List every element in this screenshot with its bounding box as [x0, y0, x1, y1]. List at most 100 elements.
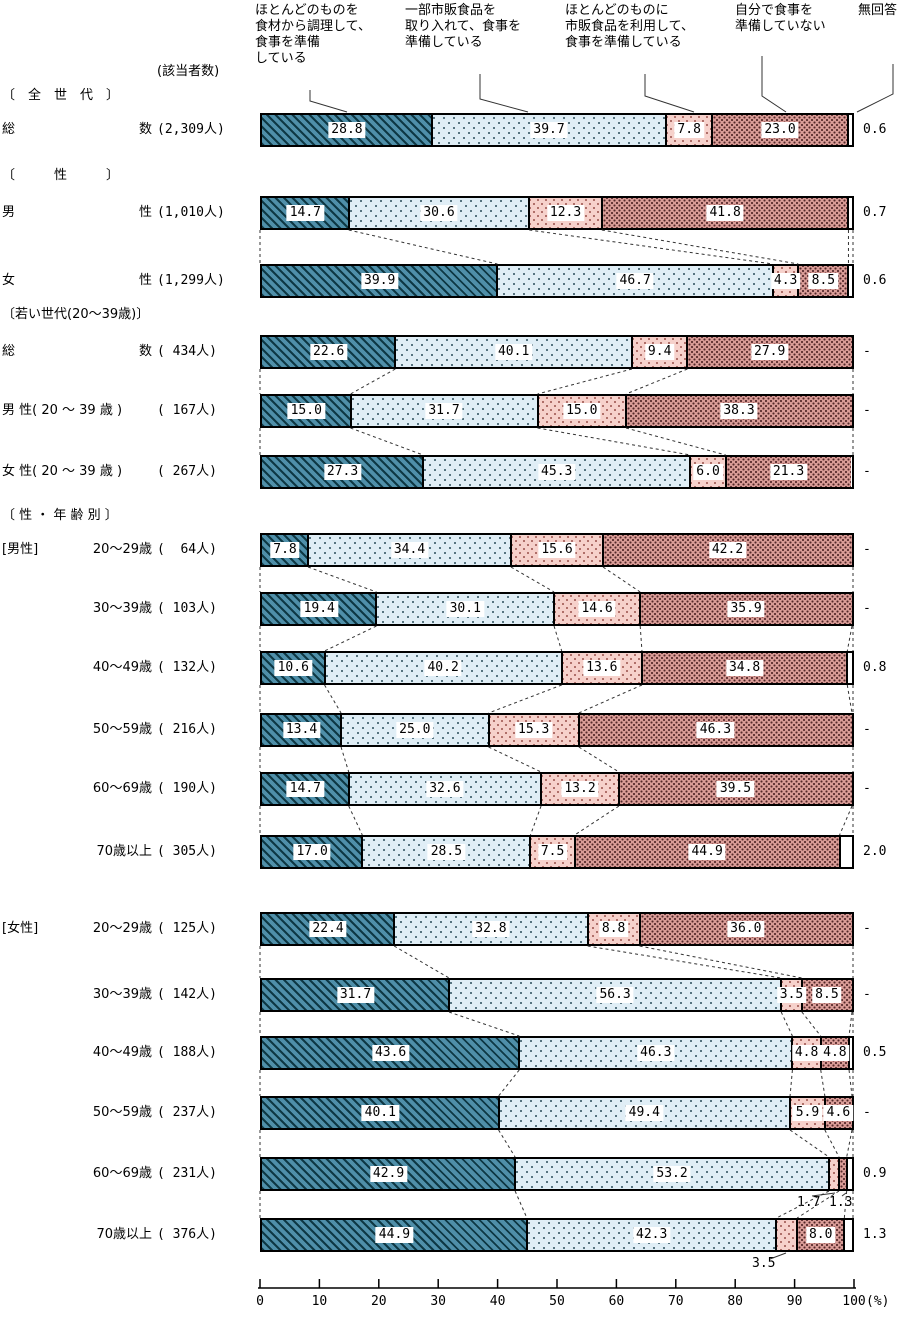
legend-label-home-cooked: ほとんどのものを 食材から調理して、 食事を準備 している [255, 3, 371, 66]
no-answer-value: - [863, 987, 871, 1002]
row-respondent-count: (2,309人) [157, 122, 225, 137]
no-answer-value: - [863, 403, 871, 418]
row-label-char: 性 [138, 205, 152, 220]
segment-value-label: 4.8 [791, 1045, 822, 1061]
row-respondent-count: ( 142人) [157, 987, 217, 1002]
bar-segment-1 [262, 266, 498, 296]
segment-divider [340, 715, 343, 745]
bar-segment-3 [561, 653, 642, 683]
bar-segment-4 [603, 535, 852, 565]
segment-value-label: 7.8 [674, 122, 704, 138]
segment-divider [573, 837, 576, 867]
bar-segment-2 [362, 837, 531, 867]
segment-value-label: 15.6 [538, 542, 576, 558]
row-respondent-count: ( 267人) [157, 464, 217, 479]
segment-divider [347, 198, 350, 228]
segment-value-label: 32.8 [472, 921, 510, 937]
segment-value-label: 32.6 [426, 781, 464, 797]
no-answer-value: 0.6 [863, 273, 887, 288]
row-respondent-count: ( 434人) [157, 344, 217, 359]
stacked-bar: 27.3 45.3 6.0 21.3 [260, 455, 854, 489]
segment-divider [796, 1220, 799, 1250]
row-label-char: 性 [138, 273, 152, 288]
axis-tick-label: 90 [786, 1294, 803, 1309]
segment-divider [843, 1220, 846, 1250]
segment-value-label: 22.4 [309, 921, 347, 937]
segment-divider [540, 774, 543, 804]
row-respondent-count: ( 237人) [157, 1105, 217, 1120]
segment-divider [711, 115, 714, 145]
bar-segment-2 [431, 115, 667, 145]
axis-tick-label: 70 [667, 1294, 684, 1309]
segment-value-label: 31.7 [336, 987, 375, 1003]
row-label-char: 総 [2, 122, 16, 137]
external-segment-value-label: 1.7 [797, 1195, 821, 1210]
segment-value-label: 27.3 [323, 464, 362, 480]
no-answer-value: - [863, 722, 871, 737]
no-answer-value: - [863, 1105, 871, 1120]
segment-value-label: 21.3 [769, 464, 808, 480]
row-label: 50〜59歳 [92, 722, 152, 737]
bar-segment-2 [308, 535, 511, 565]
bar-segment-no-answer [846, 1159, 852, 1189]
row-respondent-count: ( 216人) [157, 722, 217, 737]
bar-segment-no-answer [848, 266, 852, 296]
segment-value-label: 15.0 [563, 403, 601, 419]
segment-value-label: 31.7 [425, 403, 463, 419]
row-label: 40〜49歳 [92, 1045, 152, 1060]
segment-value-label: 39.7 [530, 122, 568, 138]
segment-divider [529, 837, 532, 867]
segment-divider [536, 396, 539, 426]
row-label-char: 数 [138, 122, 152, 137]
segment-divider [827, 1159, 830, 1189]
bar-segment-3 [631, 337, 688, 367]
segment-divider [525, 1220, 528, 1250]
segment-value-label: 40.1 [361, 1105, 399, 1121]
segment-value-label: 14.7 [286, 205, 325, 221]
row-label: 20〜29歳 [92, 921, 152, 936]
bar-segment-3 [537, 396, 627, 426]
segment-divider [509, 535, 512, 565]
row-label: 70歳以上 [96, 844, 152, 859]
segment-divider [496, 266, 499, 296]
segment-value-label: 9.4 [644, 344, 675, 360]
segment-value-label: 6.0 [693, 464, 723, 480]
segment-divider [422, 457, 425, 487]
segment-value-label: 22.6 [310, 344, 348, 360]
segment-value-label: 13.2 [561, 781, 599, 797]
segment-divider [347, 774, 350, 804]
row-respondent-count: ( 132人) [157, 660, 217, 675]
segment-divider [577, 715, 580, 745]
segment-divider [514, 1159, 517, 1189]
legend-label-no-answer: 無回答 [858, 3, 898, 18]
segment-value-label: 10.6 [274, 660, 312, 676]
segment-divider [393, 914, 396, 944]
segment-value-label: 17.0 [293, 844, 331, 860]
segment-divider [838, 837, 841, 867]
segment-value-label: 42.2 [708, 542, 747, 558]
segment-value-label: 53.2 [653, 1166, 691, 1182]
segment-divider [846, 653, 849, 683]
segment-divider [686, 337, 689, 367]
bar-segment-3 [488, 715, 579, 745]
row-label: 60〜69歳 [92, 781, 152, 796]
stacked-bar: 39.9 46.7 4.3 8.5 [260, 264, 854, 298]
row-respondent-count: ( 376人) [157, 1227, 217, 1242]
row-respondent-count: ( 167人) [157, 403, 217, 418]
stacked-bar: 17.0 28.5 7.5 44.9 [260, 835, 854, 869]
row-label: 50〜59歳 [92, 1105, 152, 1120]
stacked-bar: 43.6 46.3 4.8 4.8 [260, 1036, 854, 1070]
row-label: 40〜49歳 [92, 660, 152, 675]
no-answer-value: 1.3 [863, 1227, 887, 1242]
row-label: 60〜69歳 [92, 1166, 152, 1181]
bar-segment-3 [828, 1159, 839, 1189]
segment-divider [528, 198, 531, 228]
stacked-bar: 44.9 42.3 8.0 [260, 1218, 854, 1252]
stacked-bar: 13.4 25.0 15.3 46.3 [260, 713, 854, 747]
bar-segment-4 [839, 1159, 847, 1189]
segment-divider [617, 774, 620, 804]
segment-value-label: 45.3 [538, 464, 576, 480]
row-respondent-count: ( 188人) [157, 1045, 217, 1060]
bar-segment-3 [776, 1220, 798, 1250]
axis-tick-label: 10 [311, 1294, 328, 1309]
